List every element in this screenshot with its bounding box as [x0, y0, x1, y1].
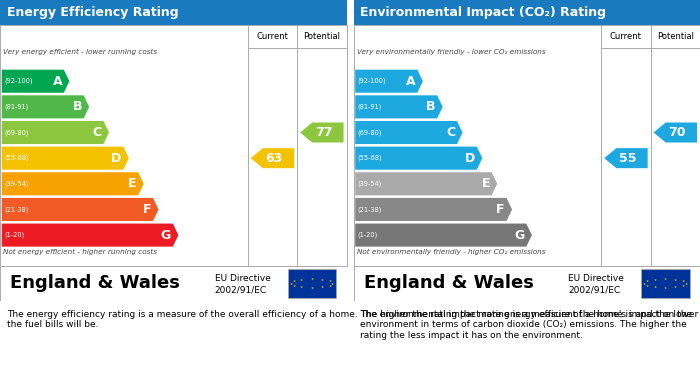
Text: A: A — [52, 75, 62, 88]
Polygon shape — [355, 172, 497, 196]
Text: 55: 55 — [619, 152, 636, 165]
Polygon shape — [355, 147, 482, 170]
Text: Very energy efficient - lower running costs: Very energy efficient - lower running co… — [4, 49, 158, 55]
Text: Not energy efficient - higher running costs: Not energy efficient - higher running co… — [4, 249, 158, 255]
Text: G: G — [514, 229, 524, 242]
Text: ★: ★ — [682, 283, 685, 288]
Text: F: F — [143, 203, 151, 216]
Text: Environmental Impact (CO₂) Rating: Environmental Impact (CO₂) Rating — [360, 6, 606, 19]
Text: 70: 70 — [668, 126, 686, 139]
Text: Current: Current — [256, 32, 288, 41]
Polygon shape — [300, 122, 344, 142]
Text: ★: ★ — [321, 285, 324, 289]
Polygon shape — [1, 198, 159, 221]
Text: E: E — [128, 177, 136, 190]
Text: (39-54): (39-54) — [4, 181, 29, 187]
Text: EU Directive: EU Directive — [215, 274, 271, 283]
Bar — [288, 269, 336, 298]
Text: (69-80): (69-80) — [4, 129, 29, 136]
Text: (1-20): (1-20) — [358, 232, 378, 239]
Polygon shape — [1, 95, 89, 118]
Text: 63: 63 — [265, 152, 283, 165]
Text: England & Wales: England & Wales — [364, 274, 534, 292]
Text: (81-91): (81-91) — [4, 104, 29, 110]
Text: (21-38): (21-38) — [4, 206, 29, 213]
Text: ★: ★ — [328, 280, 331, 283]
Text: ★: ★ — [310, 277, 314, 281]
Text: ★: ★ — [310, 286, 314, 290]
Text: E: E — [482, 177, 490, 190]
Polygon shape — [355, 121, 463, 144]
Text: ★: ★ — [331, 282, 334, 285]
Text: 77: 77 — [315, 126, 332, 139]
Text: G: G — [161, 229, 171, 242]
Bar — [641, 269, 690, 298]
Text: ★: ★ — [293, 283, 295, 288]
Text: Current: Current — [610, 32, 642, 41]
Text: ★: ★ — [290, 282, 293, 285]
Text: ★: ★ — [300, 285, 303, 289]
Text: ★: ★ — [653, 278, 657, 282]
Text: ★: ★ — [321, 278, 324, 282]
Text: ★: ★ — [664, 286, 667, 290]
Text: The energy efficiency rating is a measure of the overall efficiency of a home. T: The energy efficiency rating is a measur… — [7, 310, 698, 329]
Text: ★: ★ — [643, 282, 646, 285]
Text: EU Directive: EU Directive — [568, 274, 624, 283]
Polygon shape — [355, 198, 512, 221]
Polygon shape — [355, 70, 423, 93]
Text: ★: ★ — [674, 278, 678, 282]
Text: 2002/91/EC: 2002/91/EC — [568, 285, 620, 294]
Text: England & Wales: England & Wales — [10, 274, 181, 292]
Text: C: C — [92, 126, 102, 139]
Text: C: C — [446, 126, 455, 139]
Text: B: B — [426, 100, 435, 113]
Text: ★: ★ — [685, 282, 687, 285]
Text: (21-38): (21-38) — [358, 206, 382, 213]
Text: ★: ★ — [674, 285, 678, 289]
Text: B: B — [72, 100, 82, 113]
Text: (55-68): (55-68) — [4, 155, 29, 161]
Text: (81-91): (81-91) — [358, 104, 382, 110]
Text: ★: ★ — [646, 283, 649, 288]
Text: Potential: Potential — [657, 32, 694, 41]
Text: 2002/91/EC: 2002/91/EC — [215, 285, 267, 294]
Text: The environmental impact rating is a measure of a home's impact on the environme: The environmental impact rating is a mea… — [360, 310, 692, 340]
Text: ★: ★ — [653, 285, 657, 289]
Text: Very environmentally friendly - lower CO₂ emissions: Very environmentally friendly - lower CO… — [357, 49, 545, 55]
Polygon shape — [1, 172, 144, 196]
Polygon shape — [355, 224, 532, 247]
Text: (1-20): (1-20) — [4, 232, 25, 239]
Polygon shape — [604, 148, 648, 168]
Text: (92-100): (92-100) — [4, 78, 33, 84]
Polygon shape — [1, 224, 178, 247]
Text: ★: ★ — [664, 277, 667, 281]
Text: ★: ★ — [682, 280, 685, 283]
Text: D: D — [465, 152, 475, 165]
Text: ★: ★ — [293, 280, 295, 283]
Text: (55-68): (55-68) — [358, 155, 382, 161]
Text: F: F — [496, 203, 505, 216]
Text: (39-54): (39-54) — [358, 181, 382, 187]
Text: Potential: Potential — [303, 32, 340, 41]
Text: Energy Efficiency Rating: Energy Efficiency Rating — [7, 6, 178, 19]
Polygon shape — [1, 121, 109, 144]
Text: Not environmentally friendly - higher CO₂ emissions: Not environmentally friendly - higher CO… — [357, 249, 545, 255]
Polygon shape — [251, 148, 294, 168]
Polygon shape — [355, 95, 442, 118]
Text: ★: ★ — [300, 278, 303, 282]
Text: ★: ★ — [328, 283, 331, 288]
Polygon shape — [1, 70, 69, 93]
Polygon shape — [1, 147, 129, 170]
Text: ★: ★ — [646, 280, 649, 283]
Text: D: D — [111, 152, 122, 165]
Text: (69-80): (69-80) — [358, 129, 382, 136]
Text: (92-100): (92-100) — [358, 78, 386, 84]
Polygon shape — [654, 122, 697, 142]
Text: A: A — [406, 75, 416, 88]
